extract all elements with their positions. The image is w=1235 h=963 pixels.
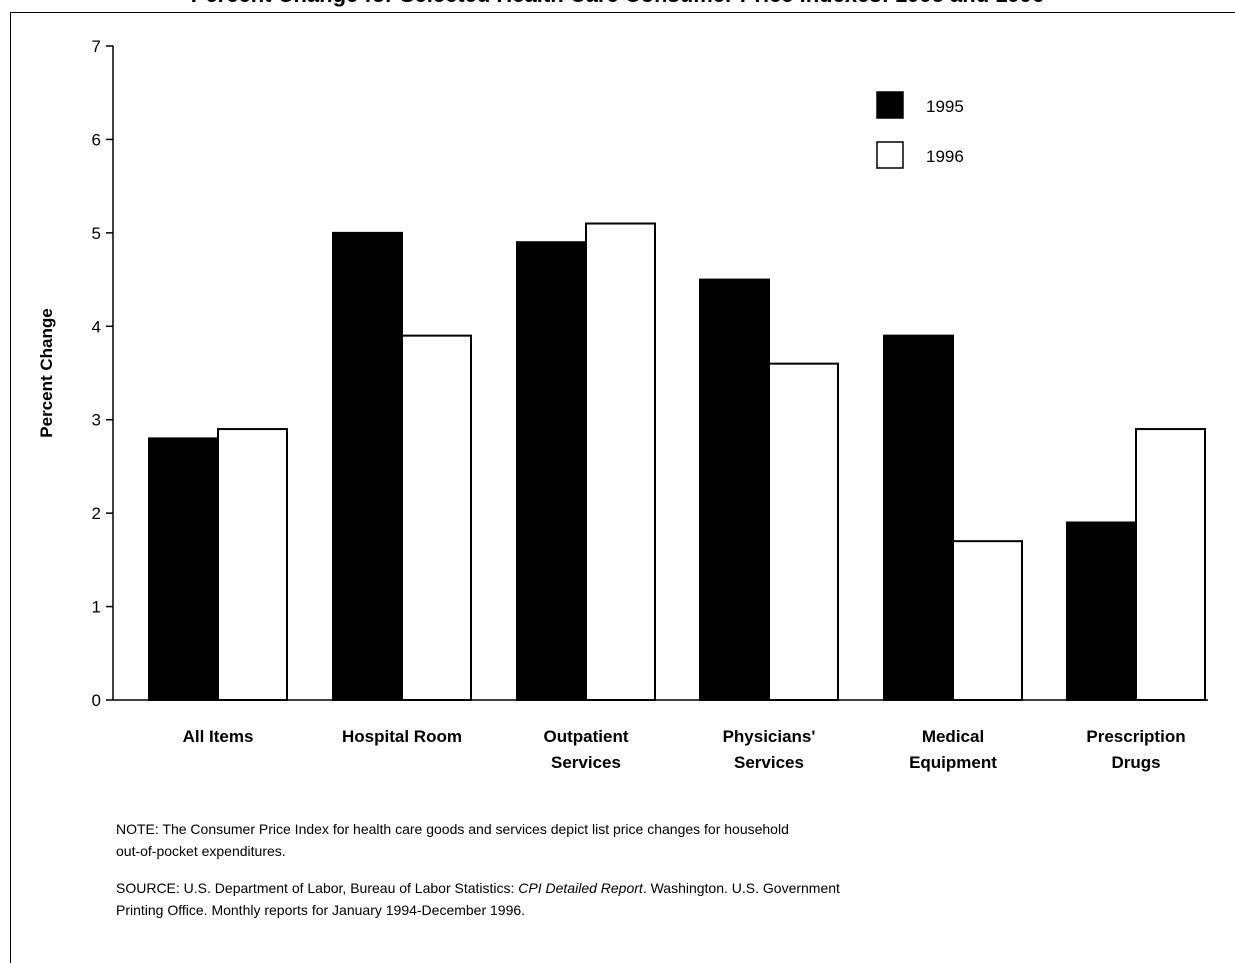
y-tick-label: 6	[92, 130, 101, 149]
source: SOURCE: U.S. Department of Labor, Bureau…	[116, 877, 1116, 921]
legend-label-1996: 1996	[926, 147, 964, 166]
y-tick-label: 4	[92, 317, 101, 336]
source-line-1: SOURCE: U.S. Department of Labor, Bureau…	[116, 877, 1116, 899]
x-tick-label: Equipment	[909, 753, 997, 772]
x-tick-label: Services	[551, 753, 621, 772]
bar-1996-3	[768, 362, 839, 701]
bar-1996-2	[585, 222, 656, 701]
bar-1996-5	[1135, 428, 1206, 701]
note: NOTE: The Consumer Price Index for healt…	[116, 818, 1116, 862]
y-axis-label: Percent Change	[37, 308, 56, 437]
source-line-2: Printing Office. Monthly reports for Jan…	[116, 902, 526, 918]
x-tick-label: Physicians'	[723, 727, 816, 746]
bar-1995-4	[883, 334, 954, 701]
y-tick-label: 0	[92, 691, 101, 710]
legend: 1995 1996	[876, 91, 964, 169]
x-tick-label: Hospital Room	[342, 727, 462, 746]
bar-1996-4	[952, 540, 1023, 702]
bar-1995-0	[148, 437, 219, 701]
bar-1995-1	[332, 231, 403, 701]
chart-title: Percent Change for Selected Health Care …	[0, 0, 1235, 8]
x-tick-label: Prescription	[1086, 727, 1185, 746]
note-line-1: NOTE: The Consumer Price Index for healt…	[116, 821, 789, 837]
legend-label-1995: 1995	[926, 97, 964, 116]
axes: 0 1 2 3 4 5 6 7 Percent Change All Items Hospital …	[37, 37, 1208, 772]
bar-1996-0	[217, 428, 288, 701]
bars	[148, 222, 1206, 702]
x-tick-label: Drugs	[1111, 753, 1160, 772]
x-tick-label: Services	[734, 753, 804, 772]
y-tick-label: 1	[92, 598, 101, 617]
y-tick-label: 2	[92, 504, 101, 523]
x-tick-label: Medical	[922, 727, 984, 746]
legend-swatch-1996	[876, 141, 904, 169]
source-suffix: . Washington. U.S. Government	[642, 880, 840, 896]
bar-chart: 0 1 2 3 4 5 6 7 Percent Change All Items Hospital …	[37, 37, 1208, 772]
figure-frame	[10, 12, 1235, 963]
bar-1995-2	[516, 241, 587, 701]
source-report-title: CPI Detailed Report	[518, 880, 643, 896]
bar-1996-1	[401, 334, 472, 701]
y-tick-label: 3	[92, 411, 101, 430]
x-tick-label: Outpatient	[544, 727, 629, 746]
legend-swatch-1995	[876, 91, 904, 119]
x-tick-label: All Items	[183, 727, 254, 746]
source-prefix: SOURCE: U.S. Department of Labor, Bureau…	[116, 880, 519, 896]
note-line-2: out-of-pocket expenditures.	[116, 843, 286, 859]
y-tick-label: 5	[92, 224, 101, 243]
bar-1995-5	[1066, 521, 1137, 701]
bar-1995-3	[699, 278, 770, 701]
y-tick-label: 7	[92, 37, 101, 56]
